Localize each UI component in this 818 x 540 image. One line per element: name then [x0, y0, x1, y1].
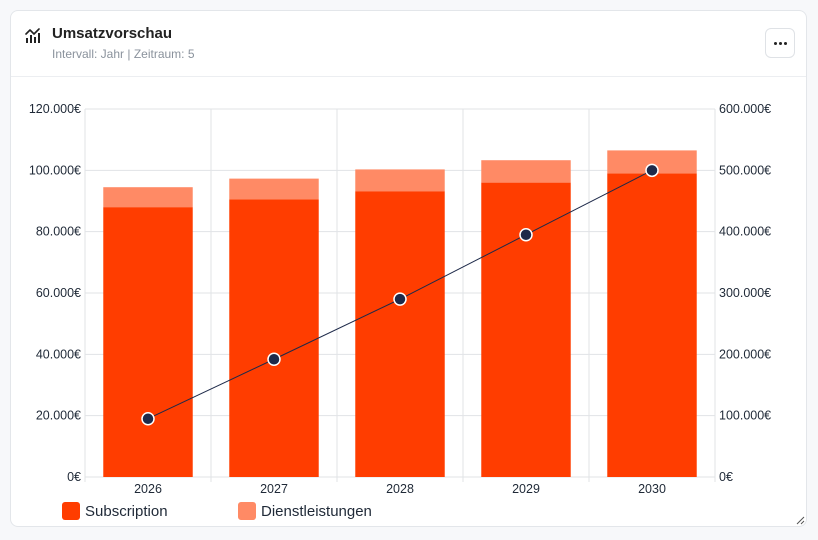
legend-item-subscription[interactable]: Subscription [62, 502, 168, 520]
legend-label-subscription: Subscription [85, 502, 168, 520]
y-left-tick-label: 100.000€ [29, 163, 81, 177]
legend-item-dienstleistungen[interactable]: Dienstleistungen [238, 502, 372, 520]
y-right-tick-label: 0€ [719, 470, 733, 484]
bar-dienstleistungen-2029 [481, 160, 571, 183]
bar-dienstleistungen-2030 [607, 150, 697, 174]
y-left-tick-label: 120.000€ [29, 102, 81, 116]
resize-handle-icon[interactable] [795, 515, 805, 525]
y-right-tick-label: 500.000€ [719, 163, 771, 177]
bar-subscription-2028 [355, 191, 445, 478]
y-left-tick-label: 20.000€ [36, 409, 81, 423]
card-title: Umsatzvorschau [52, 25, 173, 42]
y-right-tick-label: 100.000€ [719, 409, 771, 423]
legend-swatch-dienstleistungen [238, 502, 256, 520]
bar-dienstleistungen-2026 [103, 187, 193, 208]
x-tick-label: 2027 [260, 482, 288, 496]
bar-dienstleistungen-2027 [229, 178, 319, 200]
legend-label-dienstleistungen: Dienstleistungen [261, 502, 372, 520]
line-point-2030 [645, 163, 659, 178]
legend-swatch-subscription [62, 502, 80, 520]
more-options-button[interactable] [765, 28, 795, 58]
card-header: Umsatzvorschau Intervall: Jahr | Zeitrau… [11, 11, 806, 77]
x-tick-label: 2028 [386, 482, 414, 496]
line-point-2028 [393, 292, 407, 306]
y-right-tick-label: 200.000€ [719, 347, 771, 361]
revenue-chart: 0€ 0€ 20.000€ 100.000€ 40.000€ 200.000€ 60.000… [29, 102, 771, 496]
line-point-2026 [141, 411, 155, 426]
x-tick-label: 2029 [512, 482, 540, 496]
y-left-tick-label: 0€ [67, 470, 81, 484]
more-horizontal-icon [773, 41, 777, 45]
bar-subscription-2029 [481, 182, 571, 477]
y-right-tick-label: 600.000€ [719, 102, 771, 116]
y-left-tick-label: 40.000€ [36, 347, 81, 361]
bar-subscription-2030 [607, 173, 697, 477]
bar-subscription-2027 [229, 199, 319, 477]
line-point-2029 [519, 227, 533, 242]
y-right-tick-label: 300.000€ [719, 286, 771, 300]
line-point-2027 [267, 352, 281, 366]
card-subtitle: Intervall: Jahr | Zeitraum: 5 [52, 47, 195, 61]
y-left-tick-label: 80.000€ [36, 225, 81, 239]
bar-dienstleistungen-2028 [355, 169, 445, 192]
bar-subscription-2026 [103, 207, 193, 477]
revenue-forecast-card: Umsatzvorschau Intervall: Jahr | Zeitrau… [10, 10, 807, 527]
x-tick-label: 2030 [638, 482, 666, 496]
y-left-tick-label: 60.000€ [36, 286, 81, 300]
chart-icon [25, 28, 40, 43]
y-right-tick-label: 400.000€ [719, 225, 771, 239]
x-tick-label: 2026 [134, 482, 162, 496]
